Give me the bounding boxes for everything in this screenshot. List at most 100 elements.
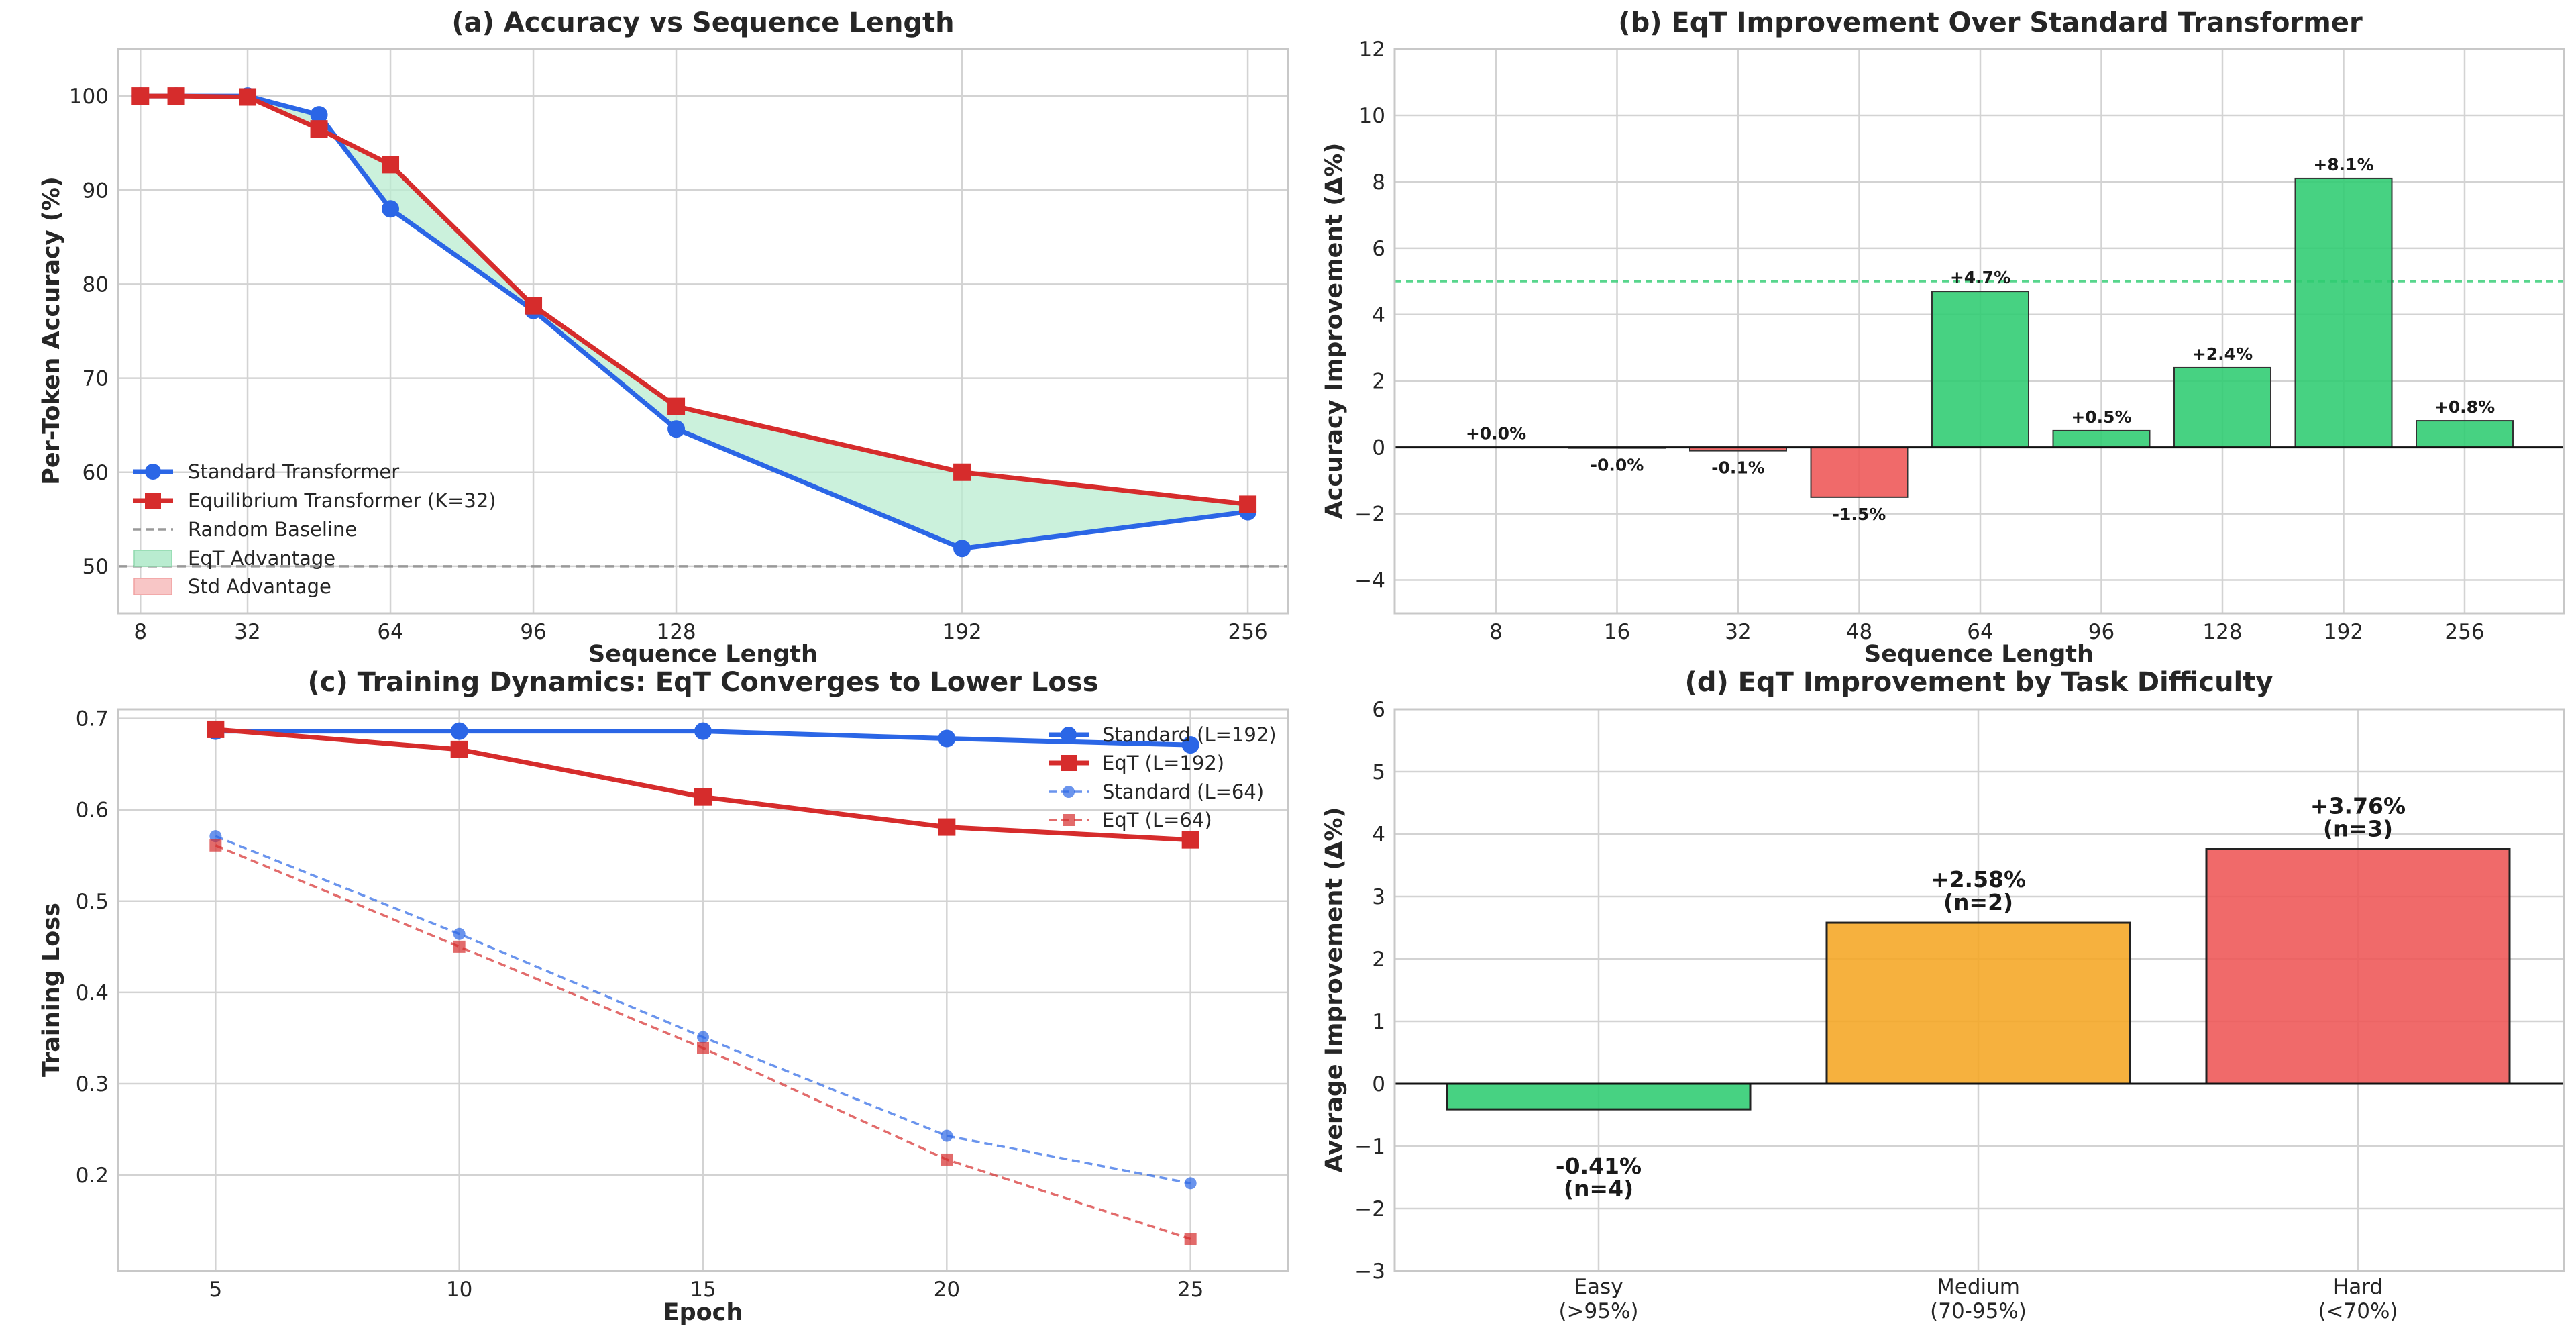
improvement-bar [1931,291,2029,448]
panel-b-xtick: 16 [1604,620,1630,644]
eqt-point [953,463,971,481]
legend-baseline-label: Random Baseline [188,518,357,541]
difficulty-count-label: (n=2) [1943,889,2013,915]
panel-a-accuracy-vs-seq-length: (a) Accuracy vs Sequence Length 8 32 64 96 1… [38,7,1289,668]
panel-d-xtick: Hard [2333,1275,2383,1299]
panel-d-ytick: −2 [1354,1197,1385,1221]
difficulty-bar [1446,1082,1752,1111]
panel-b-xtick: 64 [1967,620,1993,644]
eqt-64-point [209,839,222,852]
standard-point [953,540,971,558]
panel-a-xtick: 128 [656,620,696,644]
improvement-label: -0.0% [1591,456,1644,475]
panel-c-ytick: 0.2 [76,1164,109,1188]
panel-b-ytick: 6 [1372,237,1385,261]
panel-d-xtick-sub: (<70%) [2318,1299,2398,1323]
panel-d-xtick-sub: (70-95%) [1930,1299,2027,1323]
eqt-point [1239,495,1257,513]
panel-c-frame [117,708,1289,1272]
panel-a-title: (a) Accuracy vs Sequence Length [451,7,954,38]
panel-c-grid [118,709,1288,1271]
panel-d-ytick: 1 [1372,1010,1385,1034]
panel-d-ytick: 3 [1372,885,1385,909]
panel-c-xlabel: Epoch [663,1299,743,1326]
eqt-64-point [1184,1233,1197,1245]
eqt-192-point [207,720,225,738]
panel-b-ytick: −2 [1354,503,1385,527]
eqt-64-point [941,1153,953,1166]
eqt-point [667,397,686,415]
panel-a-xtick: 192 [942,620,981,644]
panel-c-xtick: 5 [209,1278,222,1302]
standard-point [667,420,686,438]
panel-c-ytick: 0.5 [76,890,109,914]
legend-standard-marker [145,464,161,480]
standard-192-point [694,722,712,740]
panel-c-ylabel: Training Loss [38,903,65,1077]
panel-b-xtick: 32 [1725,620,1751,644]
improvement-label: +8.1% [2313,155,2373,174]
difficulty-count-label: (n=4) [1564,1176,1633,1202]
panel-a-series [118,87,1288,568]
panel-c-training-dynamics: (c) Training Dynamics: EqT Converges to … [38,667,1289,1326]
panel-a-legend: Standard Transformer Equilibrium Transfo… [133,460,496,598]
panel-a-ytick: 50 [83,555,109,579]
panel-a-grid [118,49,1288,613]
panel-b-ylabel: Accuracy Improvement (Δ%) [1321,143,1348,519]
panel-b-xtick: 48 [1846,620,1872,644]
panel-d-xtick: Easy [1574,1275,1623,1299]
legend-eqt-192-label: EqT (L=192) [1102,752,1224,774]
panel-d-ytick: 2 [1372,948,1385,972]
panel-b-ytick: 2 [1372,370,1385,394]
legend-eqt-label: Equilibrium Transformer (K=32) [188,489,496,512]
panel-c-xtick: 20 [934,1278,960,1302]
legend-eqt-192-marker [1061,755,1077,771]
standard-192-point [938,729,956,748]
panel-d-ytick: 6 [1372,698,1385,722]
panel-c-ticks: 5 10 15 20 25 0.2 0.3 0.4 0.5 0.6 0.7 [76,707,1204,1302]
panel-a-xtick: 8 [133,620,147,644]
standard-point [310,106,328,124]
panel-a-ylabel: Per-Token Accuracy (%) [38,176,65,485]
panel-b-ytick: 4 [1372,303,1385,327]
panel-b-ticks: 8 16 32 48 64 96 128 192 256 −4 −2 0 2 4 6 8 10 12 [1354,38,2484,644]
eqt-64-point [453,940,466,953]
eqt-advantage-area [140,96,1248,549]
panel-a-frame [117,48,1289,615]
difficulty-value-label: +3.76% [2310,792,2406,819]
panel-c-ytick: 0.4 [76,981,109,1005]
improvement-label: +0.5% [2071,407,2131,427]
standard-64-point [1184,1177,1197,1190]
legend-standard-64-marker [1063,786,1075,798]
standard-64-point [453,927,466,940]
panel-a-ytick: 80 [83,272,109,297]
eqt-192-point [694,788,712,806]
eqt-64-point [697,1041,709,1054]
panel-d-ticks: Easy(>95%) Medium(70-95%) Hard(<70%) −3 −2 −1… [1354,698,2398,1323]
panel-b-bars: +0.0% -0.0% -0.1% -1.5% +4.7% +0.5% +2.4% +8.1%… [1395,155,2564,524]
panel-d-ytick: −3 [1354,1260,1385,1284]
improvement-label: +0.0% [1466,424,1526,444]
eqt-point [525,297,543,315]
standard-64-point [941,1129,953,1142]
panel-c-xtick: 25 [1177,1278,1203,1302]
improvement-bar [2416,420,2514,448]
panel-d-improvement-by-difficulty: (d) EqT Improvement by Task Difficulty -… [1321,667,2565,1323]
panel-a-advantage-fill [140,96,1248,549]
panel-d-ylabel: Average Improvement (Δ%) [1321,807,1348,1173]
eqt-192-point [1181,831,1199,849]
eqt-point [382,156,400,174]
eqt-192-point [938,818,956,836]
panel-b-ytick: −4 [1354,569,1385,593]
difficulty-value-label: +2.58% [1931,866,2026,892]
difficulty-value-label: -0.41% [1556,1153,1642,1179]
standard-64-point [209,830,222,843]
legend-std-advantage-label: Std Advantage [188,575,331,598]
panel-a-xtick: 96 [520,620,546,644]
panel-c-ytick: 0.3 [76,1072,109,1096]
panel-d-frame [1393,708,2565,1272]
improvement-label: +2.4% [2192,344,2253,364]
panel-b-xtick: 96 [2088,620,2114,644]
panel-b-ytick: 0 [1372,436,1385,460]
